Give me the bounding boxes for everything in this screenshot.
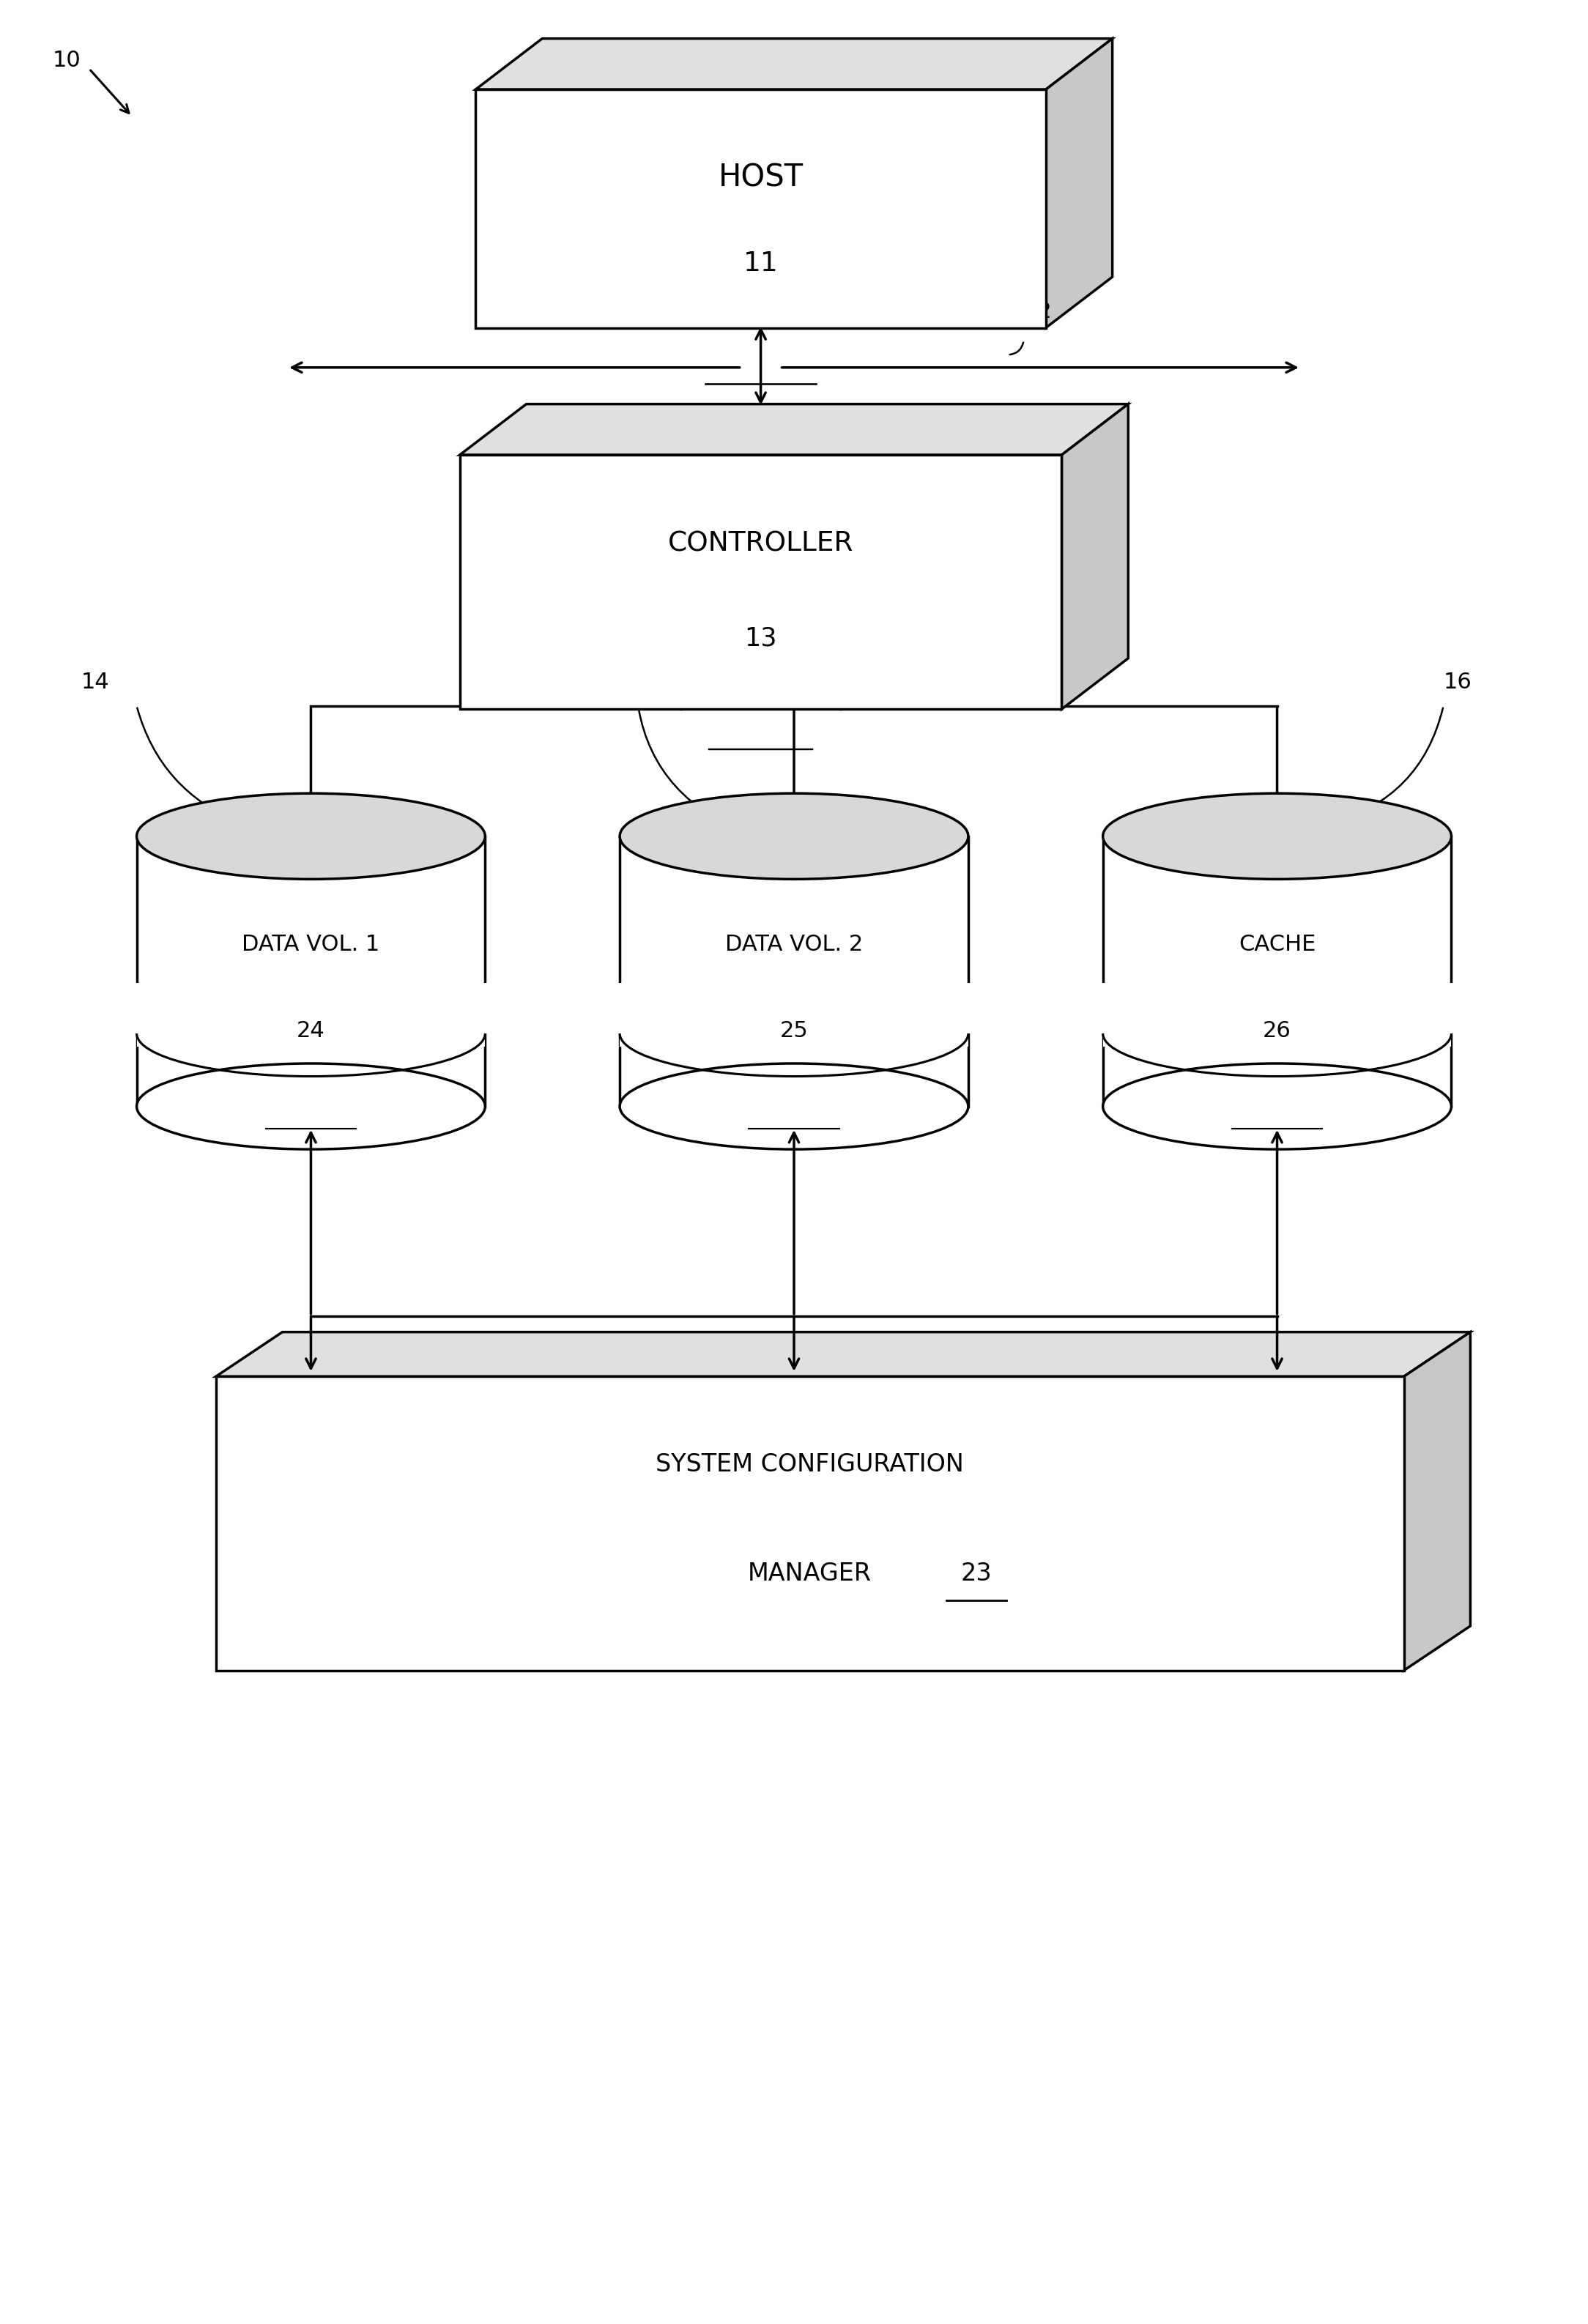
Polygon shape bbox=[1104, 1020, 1451, 1046]
Polygon shape bbox=[611, 983, 977, 1034]
Polygon shape bbox=[137, 837, 484, 1106]
Text: 25: 25 bbox=[780, 1020, 808, 1041]
Polygon shape bbox=[461, 404, 1127, 456]
Text: 24: 24 bbox=[297, 1020, 326, 1041]
Ellipse shape bbox=[619, 792, 969, 878]
Text: 16: 16 bbox=[1443, 672, 1472, 693]
Text: 13: 13 bbox=[745, 625, 777, 651]
Text: 15: 15 bbox=[596, 648, 624, 669]
Text: 23: 23 bbox=[961, 1562, 992, 1585]
Text: CACHE: CACHE bbox=[1239, 934, 1316, 955]
Text: MANAGER: MANAGER bbox=[748, 1562, 872, 1585]
Polygon shape bbox=[137, 1020, 484, 1046]
Ellipse shape bbox=[1104, 792, 1451, 878]
Text: DATA VOL. 1: DATA VOL. 1 bbox=[241, 934, 380, 955]
Text: 14: 14 bbox=[81, 672, 110, 693]
Polygon shape bbox=[216, 1376, 1404, 1671]
Ellipse shape bbox=[1104, 1064, 1451, 1150]
Ellipse shape bbox=[137, 1064, 484, 1150]
Polygon shape bbox=[216, 1332, 1470, 1376]
Text: HOST: HOST bbox=[718, 163, 804, 193]
Polygon shape bbox=[129, 983, 492, 1034]
Text: CONTROLLER: CONTROLLER bbox=[669, 530, 854, 558]
Polygon shape bbox=[619, 837, 969, 1106]
Text: 26: 26 bbox=[1262, 1020, 1291, 1041]
Ellipse shape bbox=[137, 792, 484, 878]
Polygon shape bbox=[1046, 40, 1112, 328]
Ellipse shape bbox=[619, 1064, 969, 1150]
Polygon shape bbox=[1404, 1332, 1470, 1671]
Text: SYSTEM CONFIGURATION: SYSTEM CONFIGURATION bbox=[656, 1452, 964, 1476]
Polygon shape bbox=[1104, 837, 1451, 1106]
Polygon shape bbox=[461, 456, 1062, 709]
Text: 10: 10 bbox=[52, 49, 81, 72]
Polygon shape bbox=[1062, 404, 1127, 709]
Text: 11: 11 bbox=[743, 251, 778, 277]
Polygon shape bbox=[476, 88, 1046, 328]
Polygon shape bbox=[1096, 983, 1459, 1034]
Text: DATA VOL. 2: DATA VOL. 2 bbox=[726, 934, 862, 955]
Polygon shape bbox=[619, 1020, 969, 1046]
Polygon shape bbox=[476, 40, 1112, 88]
Text: 12: 12 bbox=[1024, 302, 1053, 323]
